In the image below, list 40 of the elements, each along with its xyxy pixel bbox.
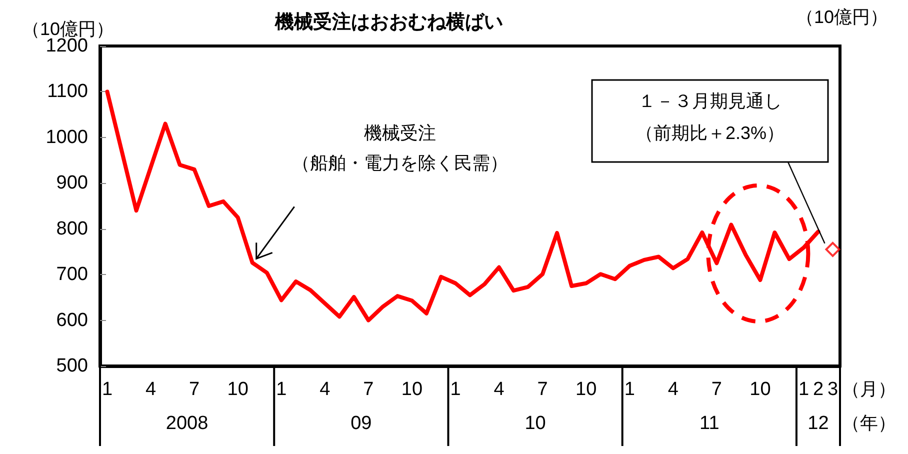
y-tick-label: 1000 [46,126,88,148]
x-tick-label: 1 [450,379,461,400]
x-tick-label: 4 [145,379,156,400]
chart-title: 機械受注はおおむね横ばい [274,11,503,33]
x-tick-label: 2 [812,379,824,400]
x-tick-label: 1 [624,379,635,400]
x-tick-label: 4 [668,379,679,400]
text: 09 [350,413,372,434]
x-tick-label: 10 [401,379,423,400]
y-tick-label: 700 [56,264,88,286]
x-tick-label: 10 [750,379,771,400]
x-tick-label: 7 [363,379,374,400]
y-axis-title: （10億円） [22,19,114,39]
x-tick-label: 7 [711,379,722,400]
y-tick-label: 600 [56,310,88,331]
x-tick-label: 1 [798,379,810,400]
annotation: 機械受注 [364,123,436,143]
text: 11 [700,413,720,434]
text: （10億円） [796,7,888,27]
x-tick-label: 7 [537,379,548,400]
annotation: （前期比＋2.3%） [635,123,785,143]
x-tick-label: 7 [189,379,200,400]
x-tick-label: 10 [576,379,597,400]
text: 2008 [166,413,208,434]
annotation: （船舶・電力を除く民需） [292,153,508,173]
y-tick-label: 500 [56,356,88,376]
x-axis-title: （月） [842,379,896,399]
x-tick-label: 3 [827,379,838,400]
x-tick-label: 1 [102,379,113,400]
y-tick-label: 1100 [47,81,88,102]
text: 12 [808,413,829,434]
x-tick-label: 4 [494,379,505,400]
x-tick-label: 10 [227,379,248,400]
text: 10 [524,413,546,434]
y-tick-label: 800 [56,218,88,240]
annotation: １－３月期見通し [638,91,782,111]
text: （年） [842,413,896,433]
x-tick-label: 1 [276,379,287,400]
x-tick-label: 4 [320,379,331,400]
y-tick-label: 900 [56,172,88,194]
